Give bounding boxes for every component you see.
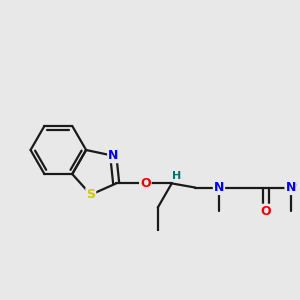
Text: O: O [261,205,272,218]
Text: O: O [140,177,151,190]
Text: H: H [172,171,182,181]
Text: N: N [285,181,296,194]
Text: S: S [86,188,95,201]
Text: N: N [108,149,119,162]
Text: N: N [214,181,224,194]
